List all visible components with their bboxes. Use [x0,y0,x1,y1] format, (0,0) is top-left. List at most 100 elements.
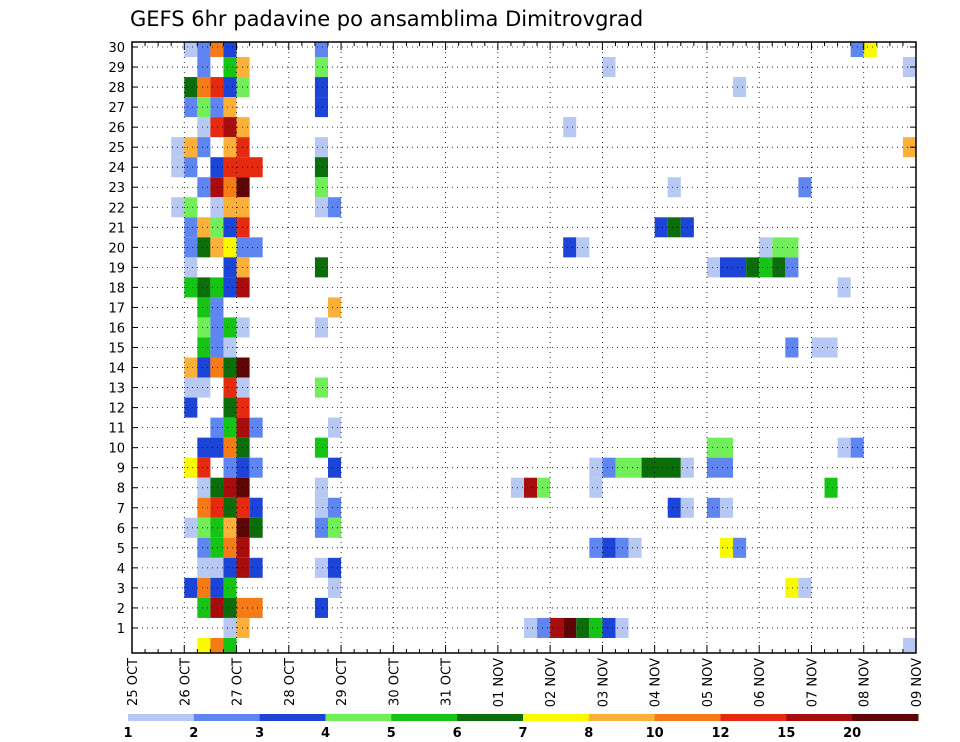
precip-cell [197,477,211,498]
precip-cell [223,357,237,378]
precip-cell [314,597,328,618]
legend-label: 7 [518,726,527,741]
legend-label: 12 [711,726,729,741]
precip-cell [706,497,720,518]
precip-cell [223,317,237,338]
y-tick-label: 1 [117,622,125,637]
y-tick-label: 25 [108,141,125,156]
precip-cell [223,137,237,158]
precip-cell [314,57,328,78]
precip-cell [314,77,328,98]
precip-cell [184,397,198,418]
precip-cell [210,577,224,598]
x-tick-label: 31 OCT [440,658,455,706]
precip-cell [785,577,799,598]
precip-cell [236,57,250,78]
precip-cell [863,42,877,58]
precip-cell [249,417,263,438]
precip-cell [798,577,812,598]
precip-cell [223,597,237,618]
precip-cell [236,457,250,478]
precip-cell [733,77,747,98]
precip-cell [223,97,237,118]
precip-cell [811,337,838,358]
legend-swatch [325,714,392,721]
precip-cell [197,577,211,598]
x-tick-label: 04 NOV [649,658,664,707]
x-tick-label: 01 NOV [492,658,507,707]
precip-cell [223,177,237,198]
precip-cell [706,257,720,278]
precip-cell [197,557,224,578]
precip-cell [236,237,263,258]
precip-cell [314,42,328,58]
precip-cell [602,457,616,478]
y-tick-label: 4 [117,562,125,577]
y-tick-label: 12 [108,402,125,417]
precip-cell [184,217,198,238]
precip-cell [720,257,747,278]
x-tick-label: 07 NOV [805,658,820,707]
precip-cell [524,617,538,638]
precip-cell [210,477,224,498]
precip-cell [589,477,603,498]
precip-cell [223,617,237,638]
precip-cell [197,77,211,98]
precip-cell [667,217,681,238]
precip-cell [589,537,603,558]
precip-cell [223,277,237,298]
y-tick-label: 23 [108,181,125,196]
x-tick-label: 06 NOV [753,658,768,707]
precip-cell [314,477,328,498]
y-tick-label: 2 [117,602,125,617]
precip-cell [210,597,224,618]
precip-cell [210,417,224,438]
precip-cell [197,537,211,558]
precip-cell [628,537,642,558]
precip-cell [785,337,799,358]
precip-cell [824,477,838,498]
axis-ticks [131,42,917,653]
precip-cell [314,177,328,198]
legend-label: 1 [123,726,132,741]
precip-cell [210,42,224,58]
precip-cell [902,637,916,653]
y-tick-label: 3 [117,582,125,597]
x-tick-label: 05 NOV [701,658,716,707]
precip-cell [314,437,328,458]
precip-cell [210,217,224,238]
precip-cell [223,497,237,518]
precip-cell [197,137,211,158]
precip-cell [328,557,342,578]
precip-cell [236,477,250,498]
precip-cell [236,597,263,618]
precip-cell [537,617,551,638]
precip-cell [720,497,734,518]
legend-swatch [852,714,919,721]
precip-cell [641,457,681,478]
y-tick-label: 18 [108,281,125,296]
legend-label: 4 [321,726,330,741]
legend-label: 3 [255,726,264,741]
precip-cell [184,77,198,98]
precip-cell [733,537,747,558]
precip-cell [223,417,237,438]
precip-cell [537,477,551,498]
y-tick-label: 5 [117,542,125,557]
precip-cell [314,557,328,578]
precip-cell [210,157,224,178]
precip-cell [184,237,198,258]
precip-cell [184,157,198,178]
legend-label: 2 [189,726,198,741]
precip-cell [563,117,577,138]
precip-cell [184,457,198,478]
precip-cell [772,237,799,258]
legend-swatch [523,714,590,721]
precip-cell [223,57,237,78]
precip-cell [197,337,211,358]
precip-cell [210,237,224,258]
x-tick-label: 28 OCT [283,658,298,706]
precip-cell [197,517,211,538]
precip-cell [223,77,237,98]
precip-cell [314,317,328,338]
